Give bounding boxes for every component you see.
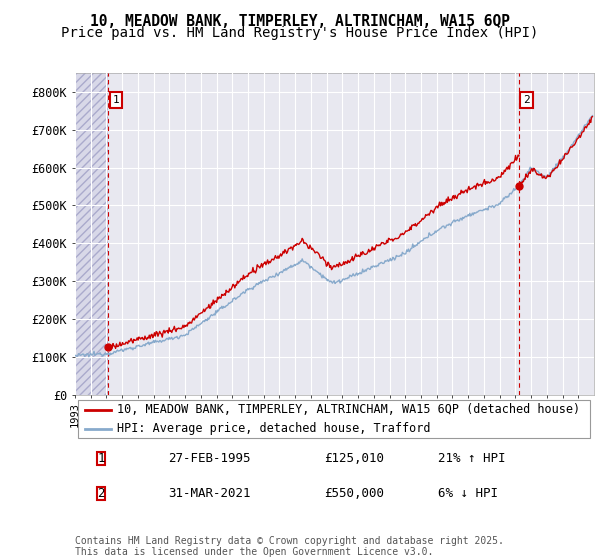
Bar <box>75 73 109 395</box>
Text: £550,000: £550,000 <box>324 487 384 500</box>
Text: 1: 1 <box>112 95 119 105</box>
Text: 27-FEB-1995: 27-FEB-1995 <box>169 452 251 465</box>
Text: 2: 2 <box>523 95 530 105</box>
Text: Contains HM Land Registry data © Crown copyright and database right 2025.
This d: Contains HM Land Registry data © Crown c… <box>75 535 504 557</box>
Text: 2: 2 <box>97 487 105 500</box>
Text: 10, MEADOW BANK, TIMPERLEY, ALTRINCHAM, WA15 6QP (detached house): 10, MEADOW BANK, TIMPERLEY, ALTRINCHAM, … <box>116 403 580 416</box>
Text: 31-MAR-2021: 31-MAR-2021 <box>169 487 251 500</box>
Text: 10, MEADOW BANK, TIMPERLEY, ALTRINCHAM, WA15 6QP: 10, MEADOW BANK, TIMPERLEY, ALTRINCHAM, … <box>90 14 510 29</box>
Text: £125,010: £125,010 <box>324 452 384 465</box>
Text: 6% ↓ HPI: 6% ↓ HPI <box>438 487 498 500</box>
FancyBboxPatch shape <box>77 400 590 438</box>
Text: Price paid vs. HM Land Registry's House Price Index (HPI): Price paid vs. HM Land Registry's House … <box>61 26 539 40</box>
Text: 21% ↑ HPI: 21% ↑ HPI <box>438 452 506 465</box>
Text: HPI: Average price, detached house, Trafford: HPI: Average price, detached house, Traf… <box>116 422 430 435</box>
Text: 1: 1 <box>97 452 105 465</box>
